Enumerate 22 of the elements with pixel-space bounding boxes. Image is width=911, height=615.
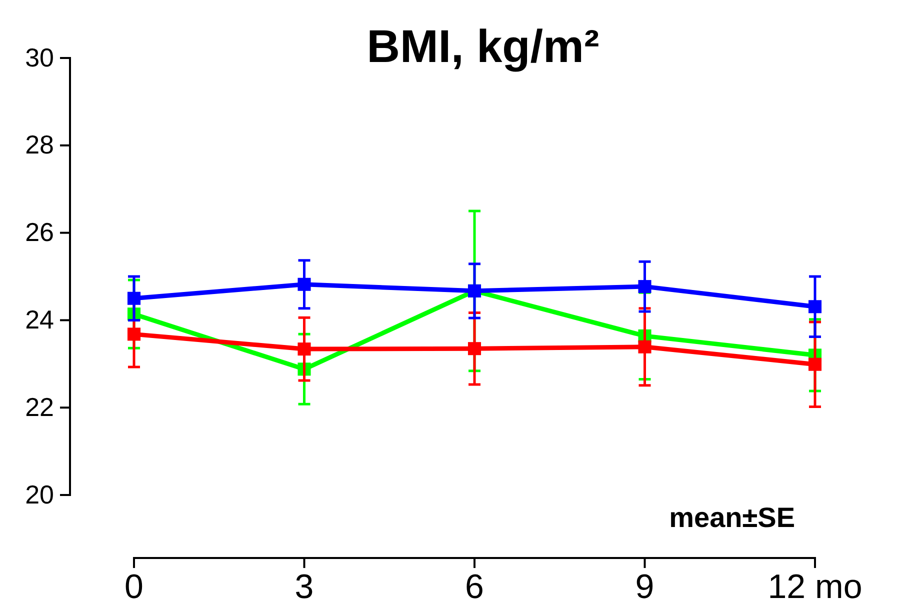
x-tick-label: 6 [465, 568, 484, 606]
y-tick-label: 24 [25, 304, 54, 335]
point [808, 300, 822, 314]
x-tick-label: 3 [294, 568, 314, 606]
x-tick-label: 12 mo [768, 568, 862, 606]
point [298, 278, 311, 291]
y-tick-label: 26 [25, 217, 54, 248]
x-tick-label: 9 [635, 568, 654, 606]
point [638, 280, 652, 294]
point [808, 358, 822, 371]
text: mean±SE [669, 502, 795, 533]
chart-title: BMI, kg/m² [366, 20, 600, 72]
point [298, 342, 311, 356]
y-tick-label: 22 [25, 392, 54, 422]
point [127, 292, 141, 305]
y-tick-label: 30 [25, 42, 54, 72]
point [468, 342, 482, 356]
x-tick-label: 0 [124, 568, 144, 606]
point [638, 340, 652, 354]
y-tick-label: 28 [25, 130, 54, 160]
y-tick-label: 20 [25, 479, 54, 510]
point [127, 328, 141, 341]
